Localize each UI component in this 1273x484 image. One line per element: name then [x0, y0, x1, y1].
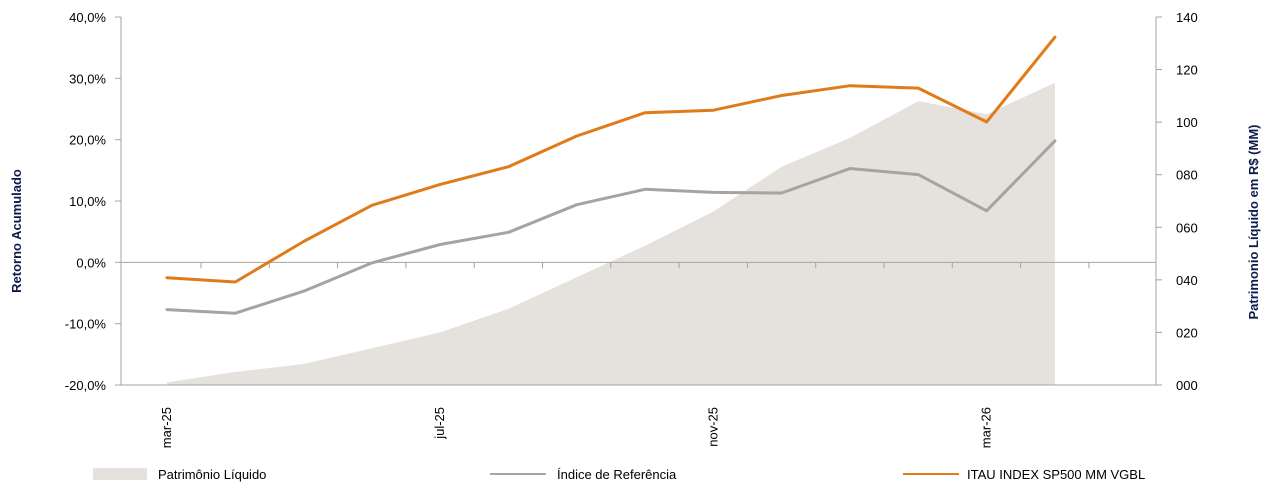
y-right-tick-label: 020: [1176, 325, 1198, 340]
x-tick-label: nov-25: [705, 407, 720, 447]
y-right-tick-label: 080: [1176, 168, 1198, 183]
y-left-tick-label: 10,0%: [69, 194, 106, 209]
y-left-tick-label: 30,0%: [69, 71, 106, 86]
y-right-tick-label: 060: [1176, 220, 1198, 235]
area-layer: [167, 82, 1055, 385]
y-right-tick-label: 000: [1176, 378, 1198, 393]
legend-item-patrimonio: Patrimônio Líquido: [93, 467, 266, 482]
x-tick-label: mar-26: [979, 407, 994, 448]
y-left-tick-label: 0,0%: [76, 255, 106, 270]
y-right-tick-label: 140: [1176, 10, 1198, 25]
y-right-tick-label: 120: [1176, 63, 1198, 78]
legend-label-itau: ITAU INDEX SP500 MM VGBL: [967, 467, 1145, 482]
legend-swatch-patrimonio: [93, 468, 147, 480]
legend-label-patrimonio: Patrimônio Líquido: [158, 467, 266, 482]
line-series-indice: [165, 139, 1057, 315]
legend-item-indice: Índice de Referência: [490, 467, 677, 482]
y-right-axis-title: Patrimonio Líquido em R$ (MM): [1246, 125, 1261, 320]
y-right-tick-label: 040: [1176, 273, 1198, 288]
y-left-tick-label: -10,0%: [65, 317, 107, 332]
axes-layer: -20,0% -10,0% 0,0% 10,0% 20,0% 30,0% 40,0% 000 0…: [65, 10, 1198, 448]
line-series-itau: [165, 35, 1057, 284]
y-left-tick-label: 40,0%: [69, 10, 106, 25]
legend-item-itau: ITAU INDEX SP500 MM VGBL: [903, 467, 1145, 482]
legend-label-indice: Índice de Referência: [557, 467, 677, 482]
lines-layer: [165, 35, 1057, 315]
legend: Patrimônio Líquido Índice de Referência …: [93, 467, 1145, 482]
x-tick-label: mar-25: [159, 407, 174, 448]
y-left-tick-label: -20,0%: [65, 378, 107, 393]
y-left-axis-title: Retorno Acumulado: [9, 169, 24, 293]
x-tick-label: jul-25: [432, 407, 447, 440]
area-series-patrimonio: [167, 82, 1055, 385]
y-right-tick-label: 100: [1176, 115, 1198, 130]
y-left-tick-label: 20,0%: [69, 133, 106, 148]
